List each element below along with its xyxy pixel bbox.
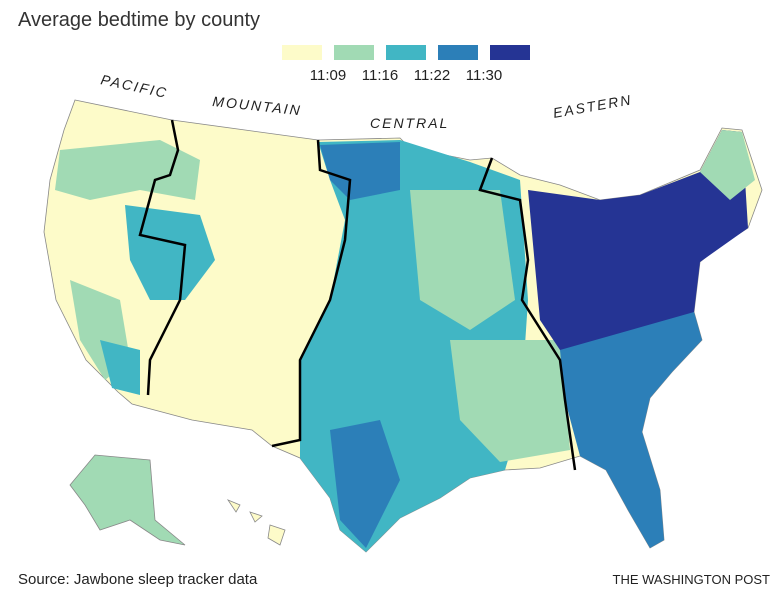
legend-swatch <box>438 45 478 60</box>
legend-swatch <box>334 45 374 60</box>
zone-label: CENTRAL <box>370 115 449 131</box>
timezone-borders <box>138 119 577 471</box>
legend-label: 11:09 <box>310 67 346 84</box>
tz-line <box>478 157 577 471</box>
region <box>528 130 748 350</box>
region <box>100 340 140 395</box>
region <box>410 190 515 330</box>
legend-swatch <box>386 45 426 60</box>
title: Average bedtime by county <box>18 9 260 31</box>
source: Source: Jawbone sleep tracker data <box>18 571 258 588</box>
legend-swatch <box>282 45 322 60</box>
legend-label: 11:30 <box>466 67 502 84</box>
region <box>320 142 400 200</box>
region <box>450 340 570 462</box>
region <box>330 420 400 548</box>
region <box>560 312 702 548</box>
legend: 11:09 11:16 11:22 11:30 <box>282 45 530 84</box>
credit: THE WASHINGTON POST <box>613 572 771 587</box>
region <box>125 205 215 300</box>
region <box>55 140 200 200</box>
hawaii <box>226 499 286 546</box>
legend-label: 11:22 <box>414 67 450 84</box>
zone-label: EASTERN <box>552 91 634 121</box>
zone-label: PACIFIC <box>99 71 169 101</box>
region <box>700 130 755 200</box>
alaska <box>69 454 186 546</box>
zone-label: MOUNTAIN <box>212 93 303 118</box>
legend-label: 11:16 <box>362 67 398 84</box>
tz-line <box>138 119 187 396</box>
tz-line <box>271 139 352 448</box>
legend-swatch <box>490 45 530 60</box>
